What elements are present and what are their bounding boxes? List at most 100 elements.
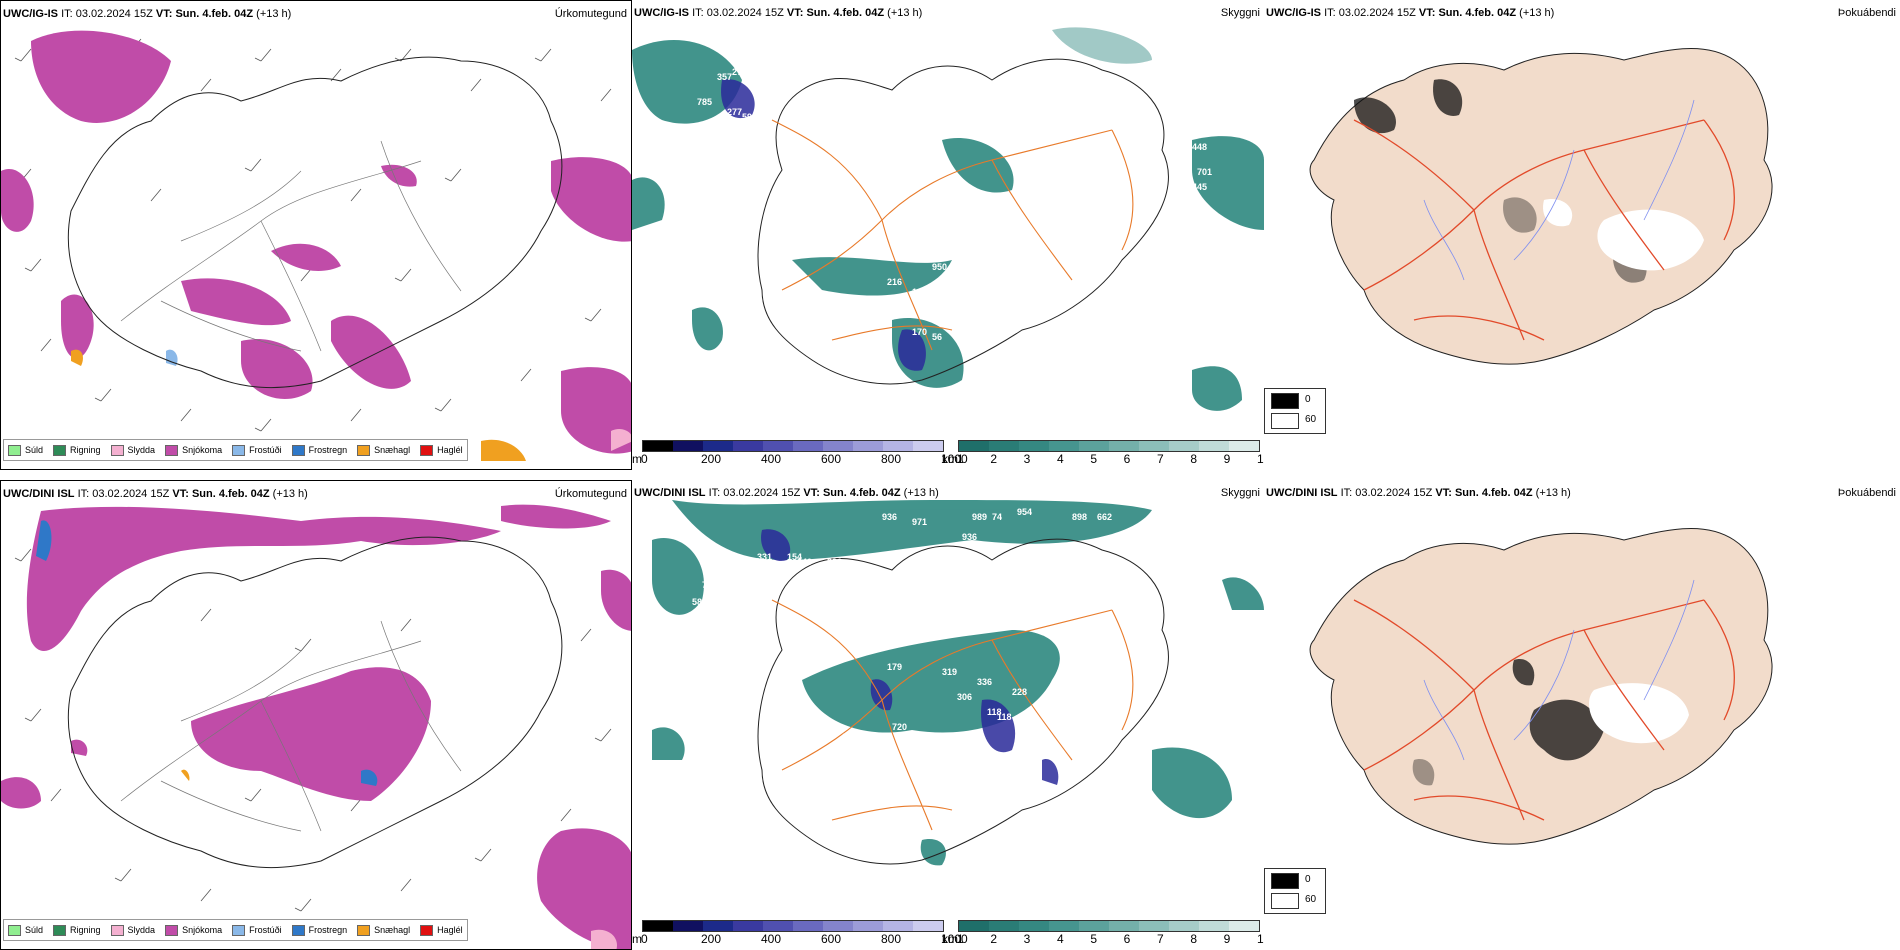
visibility-label: 720: [892, 722, 907, 732]
legend-swatch: [8, 444, 21, 456]
scale-tick-label: 7: [1157, 452, 1164, 466]
legend-item: Snjókoma: [165, 924, 223, 936]
legend-swatch: [357, 444, 371, 456]
lead-time: (+13 h): [272, 488, 308, 500]
it-value: 03.02.2024 15Z: [706, 7, 784, 19]
scale-unit: km: [942, 932, 958, 946]
visibility-label: 396: [742, 572, 757, 582]
model-name: UWC/IG-IS: [1266, 7, 1321, 19]
roads: [771, 119, 1134, 351]
scale-swatch: [1169, 441, 1199, 451]
scale-tick-label: 5: [1090, 452, 1098, 466]
vt-value: Sun. 4.feb. 04Z: [175, 8, 254, 20]
visibility-label: 154: [787, 552, 802, 562]
panel-title: Þokuábendi: [1837, 487, 1896, 499]
visibility-label: 180: [787, 72, 802, 82]
legend-swatch: [232, 444, 246, 456]
scale-tick-label: 1: [957, 932, 964, 946]
it-value: 03.02.2024 15Z: [75, 8, 153, 20]
visibility-label: 979: [1187, 867, 1202, 877]
legend-label: Frostúði: [249, 445, 282, 455]
vt-label: VT:: [155, 8, 173, 20]
fog-key-low-label: 60: [1305, 894, 1317, 905]
legend-label: Slydda: [127, 445, 156, 455]
legend-swatch: [357, 924, 371, 936]
scale-swatch: [1199, 921, 1229, 931]
legend-item: Snjókoma: [165, 444, 222, 456]
vt-label: VT:: [803, 487, 820, 499]
scale-tick-label: 8: [1190, 452, 1198, 466]
scale-tick-label: 4: [1057, 452, 1064, 466]
scale-unit: m: [632, 452, 642, 466]
model-name: UWC/IG-IS: [3, 8, 58, 20]
vt-value: Sun. 4.feb. 04Z: [191, 488, 270, 500]
scale-swatch: [1109, 441, 1139, 451]
visibility-label: 228: [1012, 687, 1027, 697]
vt-value: Sun. 4.feb. 04Z: [1438, 7, 1517, 19]
legend-swatch: [291, 924, 305, 936]
scale-swatch: [1139, 441, 1169, 451]
it-label: IT:: [1324, 7, 1336, 19]
visibility-label: 56: [932, 332, 942, 342]
scale-swatch: [763, 441, 793, 451]
fog-indicator-panel-top: UWC/IG-IS IT: 03.02.2024 15Z VT: Sun. 4.…: [1264, 0, 1900, 470]
visibility-label: 445: [1192, 182, 1207, 192]
fog-key-low-swatch: [1271, 413, 1299, 429]
vis-scale-m: m 0 200 400 600 800 1000: [632, 440, 968, 468]
lead-time: (+13 h): [887, 7, 923, 19]
scale-swatch: [643, 921, 673, 931]
panel-header: UWC/IG-IS IT: 03.02.2024 15Z VT: Sun. 4.…: [1266, 6, 1896, 20]
scale-tick-label: 2: [990, 452, 998, 466]
visibility-label: 140: [797, 557, 812, 567]
precip-legend: Súld Rigning Slydda Snjókoma Frostúði Frostre…: [3, 439, 468, 461]
legend-label: Rigning: [70, 445, 101, 455]
scale-tick-label: 0: [641, 932, 648, 946]
scale-tick-label: 3: [1023, 452, 1031, 466]
visibility-label: 785: [1197, 357, 1212, 367]
map-roads: [120, 140, 462, 352]
legend-label: Rigning: [70, 925, 101, 935]
precip-map: [1, 504, 631, 949]
legend-label: Snæhagl: [374, 925, 411, 935]
scale-tick-label: 3: [1023, 932, 1031, 946]
panel-header: UWC/DINI ISL IT: 03.02.2024 15Z VT: Sun.…: [1266, 486, 1896, 500]
row-bottom: UWC/DINI ISL IT: 03.02.2024 15Z VT: Sun.…: [0, 480, 1900, 950]
iceland-outline: [757, 58, 1169, 385]
visibility-label: 278: [732, 67, 747, 77]
visibility-label: 170: [912, 327, 927, 337]
legend-item: Súld: [8, 924, 43, 936]
scale-swatch: [959, 921, 989, 931]
panel-header: UWC/IG-IS IT: 03.02.2024 15Z VT: Sun. 4.…: [3, 7, 627, 21]
low-visibility-areas: [652, 500, 1264, 866]
scale-swatch: [1019, 921, 1049, 931]
legend-label: Frostregn: [308, 925, 348, 935]
scale-tick-label: 600: [821, 932, 842, 946]
iceland-outline: [67, 56, 563, 389]
scale-swatch: [1229, 921, 1259, 931]
glacier-white: [1589, 683, 1689, 744]
precip-type-panel-top: UWC/IG-IS IT: 03.02.2024 15Z VT: Sun. 4.…: [0, 0, 632, 470]
visibility-label: 77: [897, 302, 907, 312]
scale-swatch: [853, 921, 883, 931]
visibility-label: 593: [742, 112, 757, 122]
glacier-white: [1597, 209, 1704, 271]
scale-swatch: [1229, 441, 1259, 451]
visibility-label: 306: [957, 692, 972, 702]
iceland-land: [1309, 528, 1773, 845]
scale-tick-label: 800: [881, 452, 902, 466]
scale-swatch: [989, 921, 1019, 931]
scale-tick-label: 6: [1123, 452, 1131, 466]
scale-swatch: [703, 441, 733, 451]
vt-value: Sun. 4.feb. 04Z: [806, 7, 885, 19]
iceland-land: [1309, 48, 1773, 365]
scale-tick-label: 6: [1123, 932, 1131, 946]
legend-item: Slydda: [110, 444, 156, 456]
legend-label: Snjókoma: [182, 925, 223, 935]
vt-value: Sun. 4.feb. 04Z: [822, 487, 901, 499]
legend-swatch: [53, 444, 67, 456]
legend-label: Súld: [25, 445, 44, 455]
visibility-panel-bottom: UWC/DINI ISL IT: 03.02.2024 15Z VT: Sun.…: [632, 480, 1264, 950]
fog-shading: [1412, 659, 1604, 786]
visibility-label: 277: [727, 107, 742, 117]
